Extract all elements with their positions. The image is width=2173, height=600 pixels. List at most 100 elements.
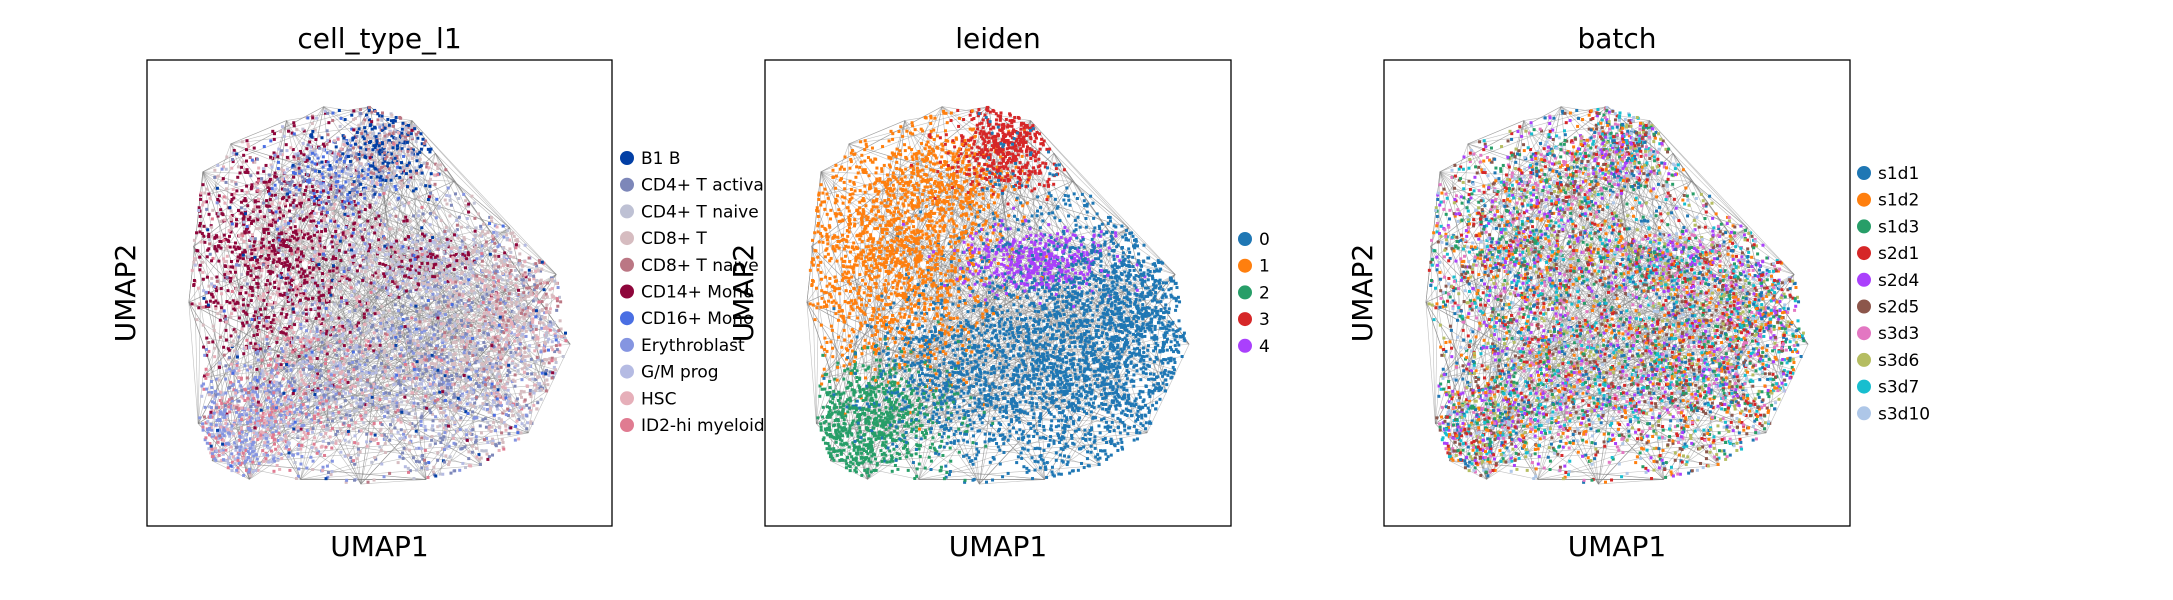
cell-point (425, 341, 429, 345)
cell-point (276, 274, 280, 278)
cell-point (436, 329, 440, 333)
cell-point (394, 271, 398, 275)
cell-point (295, 258, 299, 262)
cell-point (221, 458, 225, 462)
cell-point (272, 258, 276, 262)
cell-point (246, 368, 250, 372)
cell-point (454, 368, 458, 372)
cell-point (426, 254, 430, 258)
cell-point (344, 279, 348, 283)
cell-point (416, 402, 420, 406)
cell-point (465, 433, 469, 437)
cell-point (374, 144, 378, 148)
cell-point (285, 211, 289, 215)
cell-point (417, 195, 421, 199)
cell-point (407, 125, 411, 129)
cell-point (419, 386, 423, 390)
cell-point (242, 240, 246, 244)
cell-point (307, 266, 311, 270)
cell-point (323, 109, 327, 113)
cell-point (437, 257, 441, 261)
cell-point (224, 328, 228, 332)
cell-point (221, 165, 225, 169)
cell-point (413, 416, 417, 420)
cell-point (378, 168, 382, 172)
cell-point (407, 145, 411, 149)
cell-point (455, 271, 459, 275)
cell-point (295, 407, 299, 411)
cell-point (247, 230, 251, 234)
cell-point (406, 149, 410, 153)
cell-point (450, 377, 454, 381)
cell-point (504, 285, 508, 289)
cell-point (487, 273, 491, 277)
cell-point (268, 272, 272, 276)
cell-point (444, 384, 448, 388)
cell-point (458, 418, 462, 422)
cell-point (351, 329, 355, 333)
cell-point (367, 238, 371, 242)
cell-point (205, 441, 209, 445)
cell-point (437, 355, 441, 359)
cell-point (198, 214, 202, 218)
cell-point (311, 459, 315, 463)
cell-point (476, 341, 480, 345)
cell-point (283, 187, 287, 191)
cell-point (387, 172, 391, 176)
cell-point (400, 171, 404, 175)
cell-point (411, 271, 415, 275)
cell-point (453, 305, 457, 309)
cell-point (383, 151, 387, 155)
cell-point (404, 388, 408, 392)
cell-point (245, 168, 249, 172)
cell-point (284, 143, 288, 147)
cell-point (279, 452, 283, 456)
cell-point (298, 286, 302, 290)
cell-point (432, 367, 436, 371)
cell-point (382, 131, 386, 135)
cell-point (250, 233, 254, 237)
cell-point (452, 408, 456, 412)
cell-point (446, 240, 450, 244)
cell-point (234, 443, 238, 447)
cell-point (393, 158, 397, 162)
cell-point (254, 431, 258, 435)
cell-point (522, 303, 526, 307)
cell-point (406, 335, 410, 339)
cell-point (422, 141, 426, 145)
cell-point (210, 428, 214, 432)
cell-point (301, 258, 305, 262)
cell-point (408, 258, 412, 262)
cell-point (319, 185, 323, 189)
cell-point (442, 257, 446, 261)
cell-point (376, 118, 380, 122)
cell-point (355, 159, 359, 163)
cell-point (506, 274, 510, 278)
cell-point (249, 174, 253, 178)
cell-point (289, 146, 293, 150)
cell-point (351, 146, 355, 150)
graph-edge (348, 180, 382, 327)
cell-point (563, 337, 567, 341)
cell-point (450, 294, 454, 298)
cell-point (406, 132, 410, 136)
cell-point (322, 183, 326, 187)
cell-point (273, 415, 277, 419)
cell-point (298, 231, 302, 235)
cell-point (374, 162, 378, 166)
cell-point (214, 299, 218, 303)
cell-point (393, 169, 397, 173)
cell-point (432, 287, 436, 291)
cell-point (400, 161, 404, 165)
cell-point (365, 444, 369, 448)
cell-point (482, 341, 486, 345)
cell-point (419, 423, 423, 427)
cell-point (282, 241, 286, 245)
cell-point (397, 180, 401, 184)
cell-point (492, 420, 496, 424)
cell-point (221, 449, 225, 453)
cell-point (205, 255, 209, 259)
cell-point (487, 410, 491, 414)
cell-point (377, 273, 381, 277)
cell-point (345, 301, 349, 305)
